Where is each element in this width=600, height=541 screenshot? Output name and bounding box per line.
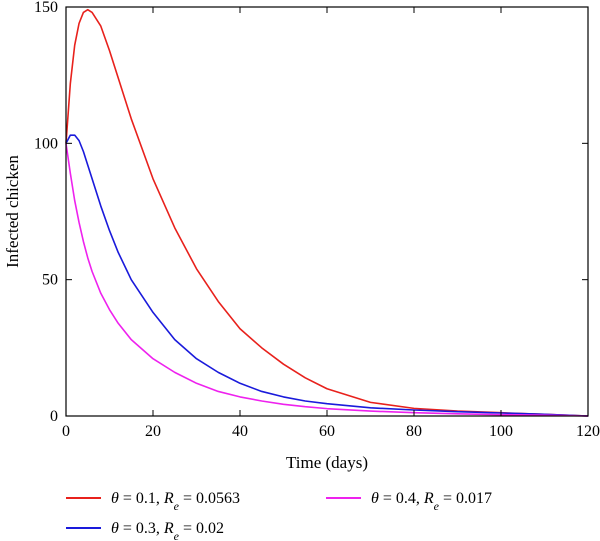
y-tick-label: 50 [42, 272, 58, 289]
y-axis-title: Infected chicken [3, 155, 22, 268]
axis-tick-labels: 0 20 40 60 80 100 120 0 50 100 150 [34, 0, 600, 440]
y-tick-label: 100 [34, 135, 58, 152]
series-line-3 [65, 143, 589, 417]
legend-label-2: θ = 0.3, Re = 0.02 [111, 520, 224, 541]
x-tick-label: 100 [489, 423, 513, 440]
x-tick-label: 20 [145, 423, 161, 440]
plot-frame [65, 6, 589, 417]
axis-ticks [65, 6, 589, 417]
x-tick-label: 80 [406, 423, 422, 440]
y-tick-label: 150 [34, 0, 58, 16]
x-tick-label: 40 [232, 423, 248, 440]
x-tick-label: 0 [62, 423, 70, 440]
x-tick-label: 120 [576, 423, 600, 440]
legend-label-3: θ = 0.4, Re = 0.017 [371, 490, 492, 513]
series-lines [65, 8, 589, 417]
series-line-1 [65, 8, 589, 417]
legend-label-1: θ = 0.1, Re = 0.0563 [111, 490, 240, 513]
legend: θ = 0.1, Re = 0.0563 θ = 0.3, Re = 0.02 θ … [66, 490, 492, 541]
y-tick-label: 0 [50, 408, 58, 425]
x-axis-title: Time (days) [286, 453, 368, 472]
x-tick-label: 60 [319, 423, 335, 440]
series-line-2 [65, 134, 589, 417]
